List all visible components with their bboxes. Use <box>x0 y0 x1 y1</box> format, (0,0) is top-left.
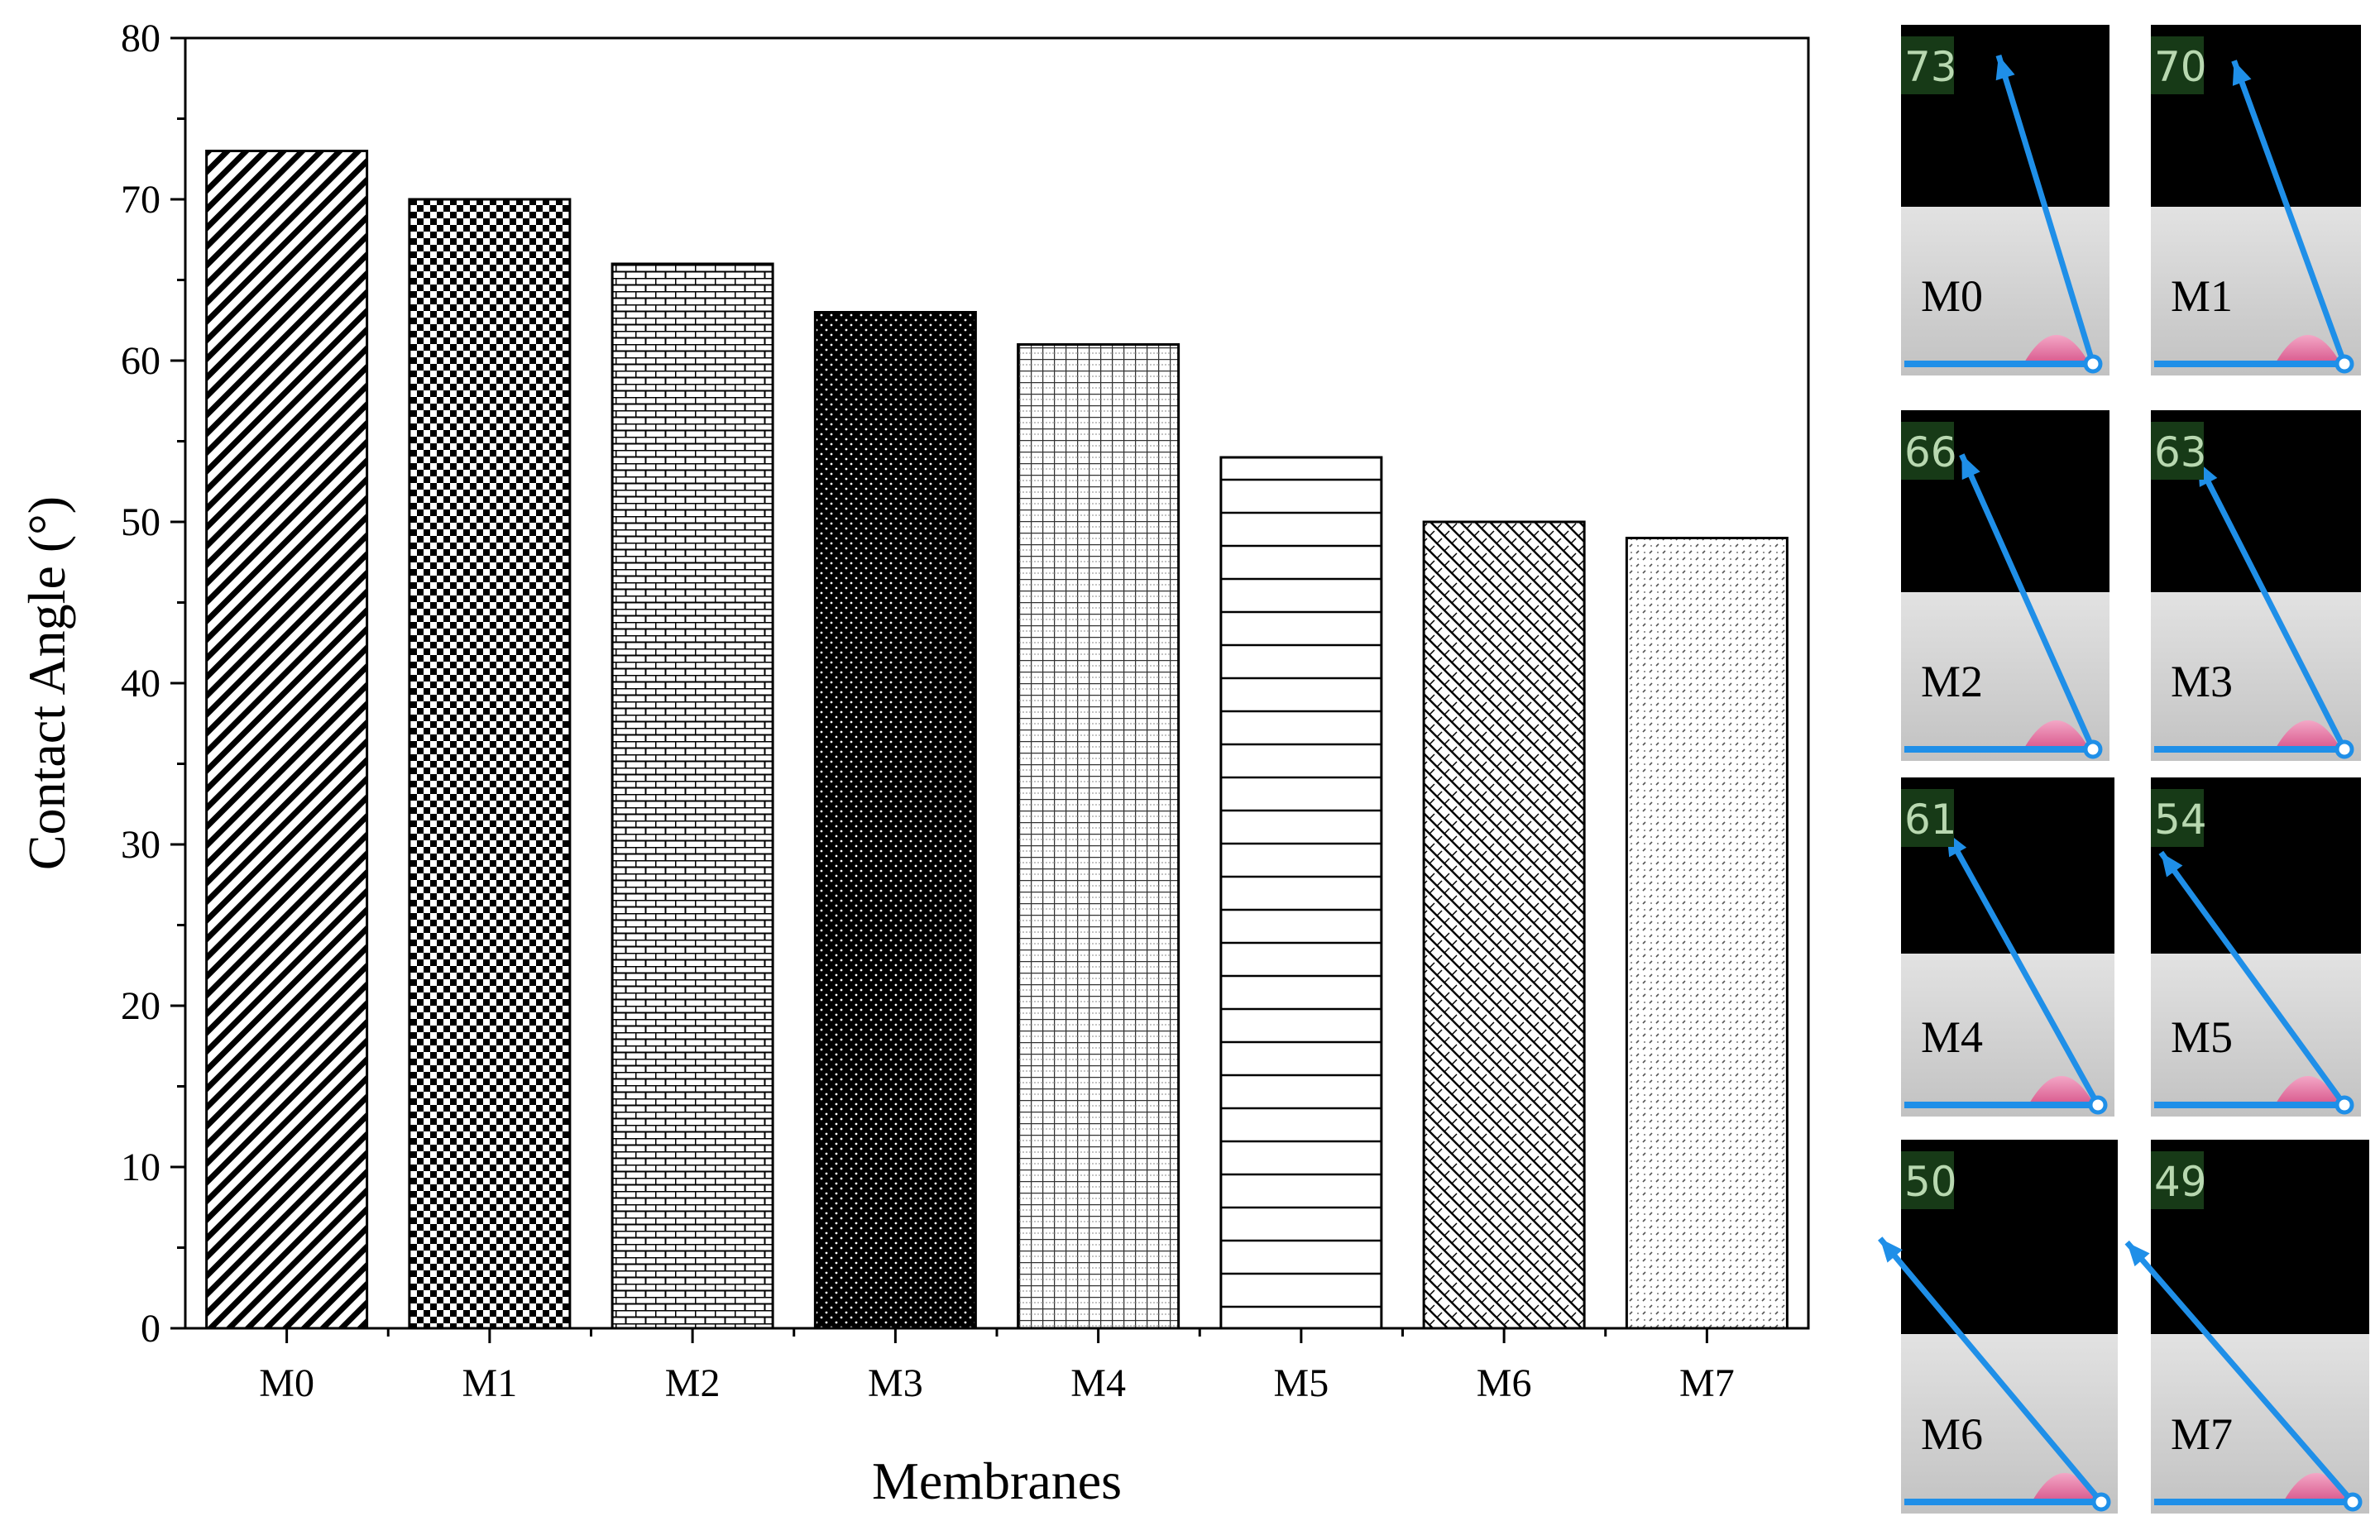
y-tick-label: 0 <box>141 1307 160 1351</box>
angle-readout: 50 <box>1904 1158 1957 1206</box>
photo-m1: 70 M1 <box>2151 25 2361 375</box>
y-tick-label: 80 <box>121 17 160 60</box>
droplet <box>2275 335 2341 364</box>
photo-label: M0 <box>1921 271 1983 321</box>
angle-readout: 49 <box>2154 1158 2207 1206</box>
photo-label: M4 <box>1921 1012 1983 1062</box>
bar-m0 <box>205 150 369 1330</box>
angle-readout: 63 <box>2154 428 2207 476</box>
angle-ray <box>2195 460 2348 751</box>
angle-ray <box>2231 60 2348 366</box>
angle-ray <box>1944 830 2101 1107</box>
angle-readout-box <box>1901 789 1954 847</box>
arrowhead <box>2161 852 2183 878</box>
angle-ray <box>1995 54 2096 366</box>
origin-marker <box>2091 1492 2111 1512</box>
origin-marker <box>2335 739 2354 759</box>
bar-m7 <box>1625 537 1789 1330</box>
angle-readout-box <box>1901 36 1954 94</box>
photo-label: M6 <box>1921 1409 1983 1459</box>
angle-readout-box <box>2151 1151 2204 1209</box>
photo-m5: 54 M5 <box>2151 777 2361 1117</box>
y-axis-title: Contact Angle (°) <box>17 496 76 870</box>
bar-m4 <box>1017 343 1180 1330</box>
y-tick-label: 10 <box>121 1145 160 1189</box>
angle-readout-box <box>1901 1151 1954 1209</box>
origin-marker <box>2083 354 2103 374</box>
arrowhead <box>1995 55 2015 81</box>
photo-label: M5 <box>2171 1012 2233 1062</box>
y-axis: 0 10 20 30 40 50 60 70 80 <box>121 17 185 1351</box>
angle-readout-box <box>2151 422 2204 480</box>
photo-label: M3 <box>2171 657 2233 706</box>
x-tick-label: M6 <box>1477 1361 1532 1405</box>
photo-m4: 61 M4 <box>1901 777 2114 1117</box>
contact-angle-photo-grid: 73 M0 70 M1 66 M2 63 M3 61 M4 54 M5 50 M6 49 M7 <box>1878 25 2369 1514</box>
angle-readout: 54 <box>2154 796 2207 844</box>
photo-m7: 49 M7 <box>2124 1140 2369 1514</box>
droplet <box>2023 335 2090 364</box>
droplet <box>2028 1076 2095 1105</box>
y-tick-label: 40 <box>121 662 160 705</box>
bars-group <box>205 150 1789 1330</box>
origin-marker <box>2335 1095 2354 1115</box>
droplet <box>2023 720 2090 749</box>
x-tick-label: M5 <box>1274 1361 1329 1405</box>
bar-m3 <box>813 311 977 1330</box>
arrowhead <box>2232 60 2252 86</box>
bar-m5 <box>1219 456 1383 1330</box>
origin-marker <box>2083 739 2103 759</box>
x-tick-label: M0 <box>259 1361 314 1405</box>
y-tick-label: 20 <box>121 984 160 1028</box>
photo-label: M2 <box>1921 657 1983 706</box>
angle-readout-box <box>2151 789 2204 847</box>
photo-m0: 73 M0 <box>1901 25 2109 375</box>
x-tick-label: M4 <box>1070 1361 1126 1405</box>
droplet <box>2275 1076 2341 1105</box>
bar-m6 <box>1422 520 1586 1330</box>
arrowhead <box>2127 1242 2150 1267</box>
arrowhead <box>1961 454 1980 481</box>
angle-ray <box>1959 453 2096 751</box>
x-axis-title: Membranes <box>872 1452 1122 1510</box>
x-tick-label: M3 <box>868 1361 923 1405</box>
angle-ray <box>1878 1236 2104 1504</box>
origin-marker <box>2088 1095 2108 1115</box>
photo-m2: 66 M2 <box>1901 410 2109 761</box>
angle-readout: 66 <box>1904 428 1957 476</box>
photo-label: M7 <box>2171 1409 2233 1459</box>
angle-readout: 61 <box>1904 796 1957 844</box>
angle-readout-box <box>1901 422 1954 480</box>
y-tick-label: 60 <box>121 339 160 383</box>
bar-m1 <box>408 198 572 1330</box>
origin-marker <box>2335 354 2354 374</box>
y-tick-label: 50 <box>121 500 160 544</box>
angle-readout: 73 <box>1904 43 1957 91</box>
bar-m2 <box>611 262 774 1330</box>
origin-marker <box>2343 1492 2363 1512</box>
x-axis: M0 M1 M2 M3 M4 M5 M6 M7 <box>259 1328 1735 1405</box>
angle-readout: 70 <box>2154 43 2207 91</box>
x-tick-label: M1 <box>462 1361 518 1405</box>
droplet <box>2275 720 2341 749</box>
x-tick-label: M2 <box>665 1361 721 1405</box>
y-tick-label: 70 <box>121 178 160 222</box>
x-tick-label: M7 <box>1679 1361 1735 1405</box>
angle-ray <box>2158 850 2347 1107</box>
angle-readout-box <box>2151 36 2204 94</box>
y-tick-label: 30 <box>121 823 160 867</box>
photo-label: M1 <box>2171 271 2233 321</box>
photo-m3: 63 M3 <box>2151 410 2361 761</box>
photo-m6: 50 M6 <box>1878 1140 2118 1514</box>
arrowhead <box>1880 1238 1903 1263</box>
angle-ray <box>2124 1240 2355 1504</box>
